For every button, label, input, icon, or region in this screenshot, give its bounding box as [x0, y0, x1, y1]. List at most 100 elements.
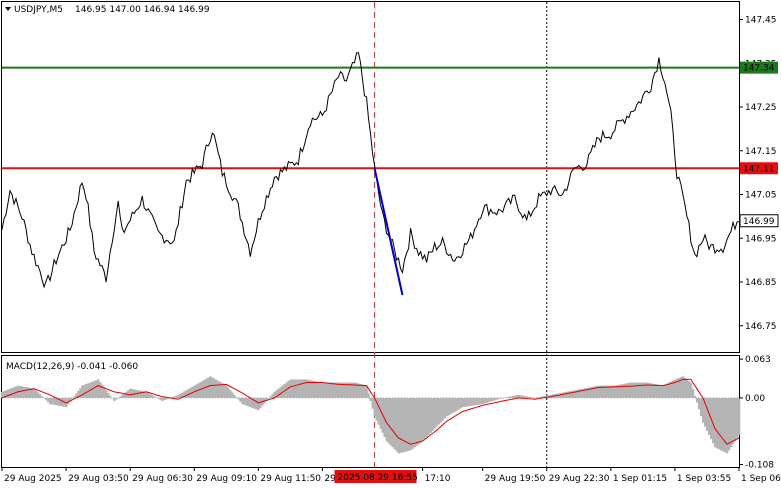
macd-histogram-bar [27, 387, 30, 398]
macd-histogram-bar [137, 390, 140, 398]
macd-histogram-bar [167, 397, 170, 399]
macd-histogram-bar [97, 379, 100, 398]
projection-line [373, 167, 404, 296]
macd-histogram-bar [721, 397, 725, 452]
macd-histogram-bar [697, 397, 701, 410]
macd-histogram-bar [513, 395, 516, 398]
macd-histogram-bar [141, 390, 144, 398]
macd-histogram-bar [249, 397, 252, 408]
macd-histogram-bar [477, 397, 480, 405]
macd-histogram-bar [323, 382, 326, 398]
macd-histogram-bar [595, 385, 599, 398]
macd-histogram-bar [45, 397, 48, 401]
macd-histogram-bar [519, 395, 523, 398]
macd-histogram-bar [559, 392, 563, 398]
macd-histogram-bar [31, 388, 34, 398]
macd-histogram-bar [527, 396, 531, 398]
macd-histogram-bar [233, 394, 236, 398]
macd-histogram-bar [221, 383, 224, 398]
macd-histogram-bar [11, 387, 14, 398]
macd-tick-label: 0.00 [745, 394, 765, 404]
macd-histogram-bar [423, 397, 426, 440]
macd-histogram-bar [373, 397, 376, 417]
time-tick-label: 1 Sep 06:35 [741, 474, 781, 484]
macd-histogram-bar [365, 385, 368, 398]
macd-histogram-bar [355, 383, 358, 398]
macd-histogram-bar [471, 397, 474, 406]
macd-histogram-bar [345, 382, 348, 398]
macd-histogram-bar [529, 397, 533, 398]
macd-histogram-bar [207, 377, 210, 398]
macd-histogram-bar [377, 397, 380, 425]
macd-histogram-bar [461, 397, 464, 408]
price-panel-frame [1, 1, 740, 353]
macd-histogram-bar [161, 397, 164, 402]
time-tick-label: 1 Sep 01:15 [613, 474, 667, 484]
macd-histogram-bar [663, 384, 667, 398]
macd-histogram-bar [643, 382, 647, 398]
macd-histogram-bar [313, 380, 316, 398]
macd-histogram-bar [305, 379, 308, 398]
macd-histogram-bar [3, 390, 6, 398]
current-price-tag-bg [739, 214, 779, 228]
macd-histogram-bar [325, 382, 328, 398]
horizontal-levels [2, 66, 739, 170]
macd-histogram-bar [337, 382, 340, 398]
price-series-line [1, 52, 740, 289]
macd-histogram-bar [277, 388, 280, 398]
macd-histogram-bar [117, 397, 120, 399]
macd-histogram-bar [245, 397, 248, 406]
macd-histogram-bar [465, 397, 468, 407]
macd-histogram-bar [307, 379, 310, 398]
macd-histogram-bar [321, 382, 324, 398]
macd-histogram-bar [675, 378, 679, 398]
macd-histogram-bar [567, 391, 571, 398]
macd-histogram-bar [205, 378, 208, 398]
macd-histogram-bar [711, 397, 715, 444]
macd-histogram-bar [253, 397, 256, 409]
macd-histogram-bar [611, 385, 615, 398]
macd-histogram-bar [427, 397, 430, 435]
macd-histogram-bar [151, 395, 154, 398]
macd-histogram-bar [493, 397, 496, 401]
macd-histogram-bar [369, 397, 372, 402]
macd-tick-label: 0.063 [745, 355, 771, 365]
macd-histogram-bar [701, 397, 705, 423]
macd-histogram-bar [121, 394, 124, 398]
macd-histogram-bar [619, 384, 623, 398]
macd-histogram-bar [401, 397, 404, 453]
macd-histogram-bar [129, 388, 132, 398]
macd-histogram-bar [707, 397, 711, 435]
macd-histogram-bar [561, 392, 565, 398]
macd-histogram-bar [311, 380, 314, 398]
macd-histogram-bar [451, 397, 454, 413]
macd-histogram-bar [729, 397, 733, 448]
macd-histogram-bar [699, 397, 703, 416]
level-tag-red: 147.11 [743, 164, 775, 174]
macd-histogram-bar [349, 382, 352, 398]
macd-histogram-bar [361, 384, 364, 398]
macd-histogram-bar [649, 383, 653, 398]
macd-histogram-bar [665, 383, 669, 398]
macd-histogram-bar [19, 385, 22, 398]
macd-histogram-bar [293, 379, 296, 398]
macd-histogram-bar [185, 390, 188, 398]
macd-histogram-bar [51, 397, 54, 405]
macd-histogram-bar [123, 393, 126, 398]
macd-histogram-bar [589, 387, 593, 398]
macd-histogram-bar [331, 382, 334, 398]
cursor-time-tag-bg [334, 470, 417, 483]
macd-histogram-bar [75, 393, 78, 398]
macd-histogram-bar [187, 389, 190, 398]
macd-histogram-bar [685, 379, 689, 398]
current-price-tag: 146.99 [743, 217, 775, 227]
macd-histogram-bar [379, 397, 382, 429]
dropdown-triangle-icon[interactable] [5, 7, 11, 11]
macd-histogram-bar [291, 379, 294, 398]
macd-histogram-bar [397, 397, 400, 454]
macd-histogram-bar [7, 389, 10, 398]
macd-histogram-bar [319, 382, 322, 398]
macd-histogram-bar [407, 397, 410, 451]
macd-histogram-bar [613, 385, 617, 398]
macd-histogram-bar [149, 394, 152, 398]
